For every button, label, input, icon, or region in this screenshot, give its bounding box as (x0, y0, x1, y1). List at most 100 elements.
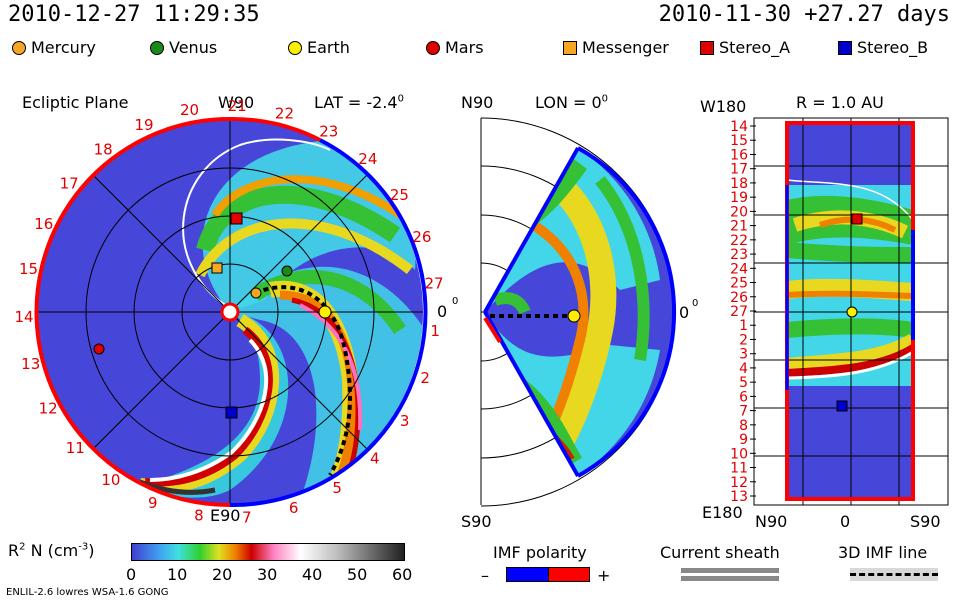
carrington-tick-label: 15 (19, 260, 38, 278)
w180-label: W180 (700, 97, 747, 116)
e180-label: E180 (702, 503, 743, 522)
legend-stereo-b: Stereo_B (838, 38, 928, 57)
colorbar-tick: 30 (257, 565, 278, 584)
imf-line-title: 3D IMF line (838, 543, 928, 562)
carrington-tick-label: 7 (242, 508, 252, 526)
sun-icon (220, 302, 240, 322)
carrington-tick-label: 21 (228, 97, 247, 115)
stereo-a-marker-icon (700, 40, 714, 55)
legend-earth: Earth (288, 38, 350, 57)
carrington-tick-label: 14 (15, 308, 34, 326)
carrington-tick-label: 4 (370, 450, 380, 468)
radial-tick-label: 5 (739, 375, 748, 391)
radial-tick-label: 7 (739, 404, 748, 420)
legend-stereo-a: Stereo_A (700, 38, 790, 57)
carrington-tick-label: 12 (39, 400, 58, 418)
legend-label: Earth (307, 38, 350, 57)
venus-marker-icon (150, 40, 164, 55)
messenger-marker-icon (211, 262, 223, 274)
zero-deg-sup: 0 (452, 296, 458, 307)
colorbar-tick: 50 (347, 565, 368, 584)
imf-line (254, 285, 352, 476)
carrington-tick-label: 22 (275, 104, 294, 122)
carrington-tick-label: 1 (430, 322, 440, 340)
s90-x-label: S90 (910, 512, 941, 531)
earth-marker-icon (846, 306, 858, 318)
datetime-label: 2010-12-27 11:29:35 (8, 2, 260, 27)
s90-label: S90 (461, 512, 492, 531)
radial-tick-label: 11 (730, 461, 748, 477)
radial-tick-label: 3 (739, 347, 748, 363)
radial-tick-label: 16 (730, 147, 748, 163)
legend-label: Stereo_B (857, 38, 929, 57)
legend-mercury: Mercury (12, 38, 96, 57)
carrington-tick-label: 3 (400, 412, 410, 430)
legend-messenger: Messenger (563, 38, 669, 57)
run-info-label: 2010-11-30 +27.27 days (658, 2, 950, 27)
current-sheath-title: Current sheath (660, 543, 780, 562)
legend-label: Messenger (582, 38, 669, 57)
model-footer: ENLIL-2.6 lowres WSA-1.6 GONG (6, 587, 169, 598)
zero-x-label: 0 (840, 512, 851, 531)
lat-label: LAT = -2.40 (314, 93, 404, 112)
current-sheath-line (681, 568, 779, 573)
carrington-tick-label: 27 (424, 274, 443, 292)
e90-label: E90 (210, 506, 241, 525)
carrington-tick-label: 2 (420, 369, 430, 387)
legend-venus: Venus (150, 38, 217, 57)
messenger-marker-icon (563, 40, 577, 55)
radial-tick-label: 25 (730, 276, 748, 292)
radial-tick-label: 6 (739, 389, 748, 405)
carrington-tick-label: 10 (101, 471, 120, 489)
carrington-tick-label: 25 (390, 186, 409, 204)
carrington-tick-label: 16 (34, 215, 53, 233)
radial-tick-label: 9 (739, 432, 748, 448)
carrington-tick-label: 13 (21, 355, 40, 373)
imf-line-swatch (850, 568, 938, 581)
polarity-boundary-red (34, 116, 231, 485)
carrington-tick-label: 6 (289, 499, 299, 517)
imf-minus-label: – (481, 566, 489, 585)
stereo-b-marker-icon (225, 406, 238, 419)
radial-tick-label: 2 (739, 332, 748, 348)
legend-label: Stereo_A (719, 38, 791, 57)
radial-tick-label: 18 (730, 176, 748, 192)
colorbar-tick: 10 (167, 565, 188, 584)
carrington-tick-label: 19 (134, 116, 153, 134)
radial-tick-label: 19 (730, 190, 748, 206)
density-colorbar (131, 543, 405, 561)
carrington-tick-label: 5 (332, 479, 342, 497)
radial-tick-label: 27 (730, 304, 748, 320)
radial-tick-label: 1 (739, 318, 748, 334)
legend-label: Mars (445, 38, 484, 57)
mercury-marker-icon (250, 287, 262, 299)
legend-label: Mercury (31, 38, 96, 57)
radial-tick-label: 26 (730, 290, 748, 306)
imf-polarity-title: IMF polarity (493, 543, 587, 562)
colorbar-tick: 20 (212, 565, 233, 584)
colorbar-tick: 40 (302, 565, 323, 584)
mars-marker-icon (426, 40, 440, 55)
carrington-tick-label: 9 (148, 494, 158, 512)
current-sheath-line-2 (681, 576, 779, 581)
radial-tick-label: 17 (730, 162, 748, 178)
radial-tick-label: 8 (739, 418, 748, 434)
stereo-b-marker-icon (836, 400, 848, 412)
radial-tick-label: 10 (730, 446, 748, 462)
lon-label: LON = 00 (535, 93, 609, 112)
radial-tick-label: 24 (730, 261, 748, 277)
radial-tick-label: 15 (730, 133, 748, 149)
r-au-label: R = 1.0 AU (796, 93, 884, 112)
earth-marker-icon (567, 309, 581, 323)
carrington-tick-label: 11 (66, 439, 85, 457)
carrington-tick-label: 20 (180, 101, 199, 119)
carrington-tick-label: 8 (194, 507, 204, 525)
legend-mars: Mars (426, 38, 484, 57)
radial-tick-label: 21 (730, 219, 748, 235)
radial-y-ticks: 1415161718192021222324252627123456789101… (730, 119, 756, 505)
meridional-zero-label: 0 (679, 303, 689, 322)
earth-marker-icon (318, 305, 332, 319)
radial-tick-label: 14 (730, 119, 748, 135)
radial-tick-label: 4 (739, 361, 748, 377)
radial-plot: 1415161718192021222324252627123456789101… (730, 117, 949, 506)
